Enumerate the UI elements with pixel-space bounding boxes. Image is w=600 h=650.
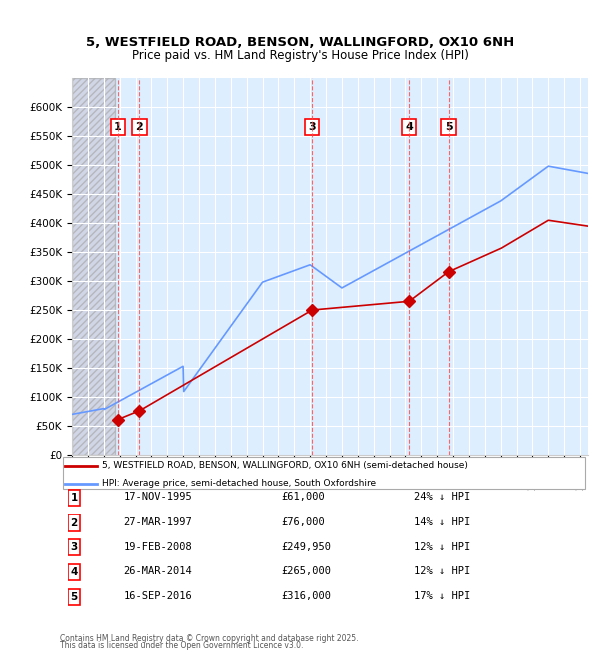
Text: Price paid vs. HM Land Registry's House Price Index (HPI): Price paid vs. HM Land Registry's House …	[131, 49, 469, 62]
Text: £316,000: £316,000	[282, 591, 332, 601]
Text: 16-SEP-2016: 16-SEP-2016	[124, 591, 192, 601]
FancyBboxPatch shape	[62, 457, 586, 489]
Text: 14% ↓ HPI: 14% ↓ HPI	[414, 517, 470, 527]
FancyBboxPatch shape	[68, 539, 80, 556]
FancyBboxPatch shape	[68, 514, 80, 531]
Text: 5, WESTFIELD ROAD, BENSON, WALLINGFORD, OX10 6NH (semi-detached house): 5, WESTFIELD ROAD, BENSON, WALLINGFORD, …	[102, 462, 468, 470]
Text: 26-MAR-2014: 26-MAR-2014	[124, 566, 192, 577]
Text: 12% ↓ HPI: 12% ↓ HPI	[414, 541, 470, 552]
Text: £249,950: £249,950	[282, 541, 332, 552]
Text: 12% ↓ HPI: 12% ↓ HPI	[414, 566, 470, 577]
Text: 4: 4	[405, 122, 413, 132]
Text: 3: 3	[308, 122, 316, 132]
Text: 1: 1	[71, 493, 78, 503]
Text: 4: 4	[70, 567, 78, 577]
Text: 5, WESTFIELD ROAD, BENSON, WALLINGFORD, OX10 6NH: 5, WESTFIELD ROAD, BENSON, WALLINGFORD, …	[86, 36, 514, 49]
Bar	[72, 78, 115, 455]
Text: £61,000: £61,000	[282, 492, 326, 502]
Text: HPI: Average price, semi-detached house, South Oxfordshire: HPI: Average price, semi-detached house,…	[102, 479, 376, 488]
Text: Contains HM Land Registry data © Crown copyright and database right 2025.: Contains HM Land Registry data © Crown c…	[60, 634, 359, 643]
Text: £265,000: £265,000	[282, 566, 332, 577]
Text: 17% ↓ HPI: 17% ↓ HPI	[414, 591, 470, 601]
Text: 17-NOV-1995: 17-NOV-1995	[124, 492, 192, 502]
FancyBboxPatch shape	[68, 588, 80, 605]
Text: This data is licensed under the Open Government Licence v3.0.: This data is licensed under the Open Gov…	[60, 641, 304, 650]
Text: 24% ↓ HPI: 24% ↓ HPI	[414, 492, 470, 502]
Text: 3: 3	[71, 542, 78, 552]
Text: 5: 5	[445, 122, 452, 132]
Text: 2: 2	[71, 517, 78, 528]
FancyBboxPatch shape	[68, 489, 80, 506]
Text: 2: 2	[136, 122, 143, 132]
Text: 5: 5	[71, 592, 78, 602]
Text: 27-MAR-1997: 27-MAR-1997	[124, 517, 192, 527]
Text: £76,000: £76,000	[282, 517, 326, 527]
Text: 1: 1	[114, 122, 122, 132]
Text: 19-FEB-2008: 19-FEB-2008	[124, 541, 192, 552]
FancyBboxPatch shape	[68, 564, 80, 580]
